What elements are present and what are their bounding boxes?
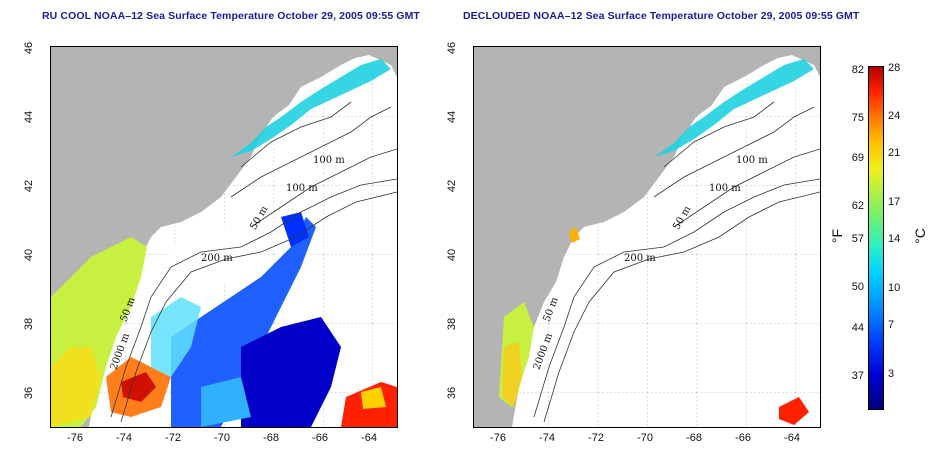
left-lon-tick-70: -70: [214, 432, 230, 444]
right-contour-label-1: 100 m: [736, 155, 768, 166]
right-lon-tick-70: -70: [637, 432, 653, 444]
left-lat-tick-36: 36: [23, 386, 35, 400]
right-contour-label-4: 200 m: [624, 253, 656, 264]
right-lon-tick-64: -64: [784, 432, 800, 444]
right-lat-tick-40: 40: [446, 248, 458, 262]
c-tick-3: 3: [888, 368, 895, 380]
right-lon-tick-74: -74: [539, 432, 555, 444]
f-tick-44: 44: [851, 322, 864, 334]
left-land-mass: [51, 47, 361, 427]
left-lon-tick-72: -72: [165, 432, 181, 444]
f-tick-62: 62: [851, 200, 864, 212]
left-lon-tick-66: -66: [312, 432, 328, 444]
right-nova-scotia: [704, 47, 820, 97]
right-lat-tick-46: 46: [446, 41, 458, 55]
left-lat-tick-38: 38: [23, 317, 35, 331]
c-tick-28: 28: [888, 62, 901, 74]
left-lat-tick-46: 46: [23, 41, 35, 55]
left-sst-map: 100 m 100 m 50 m 200 m 50 m 2000 m: [50, 46, 398, 428]
left-lon-tick-74: -74: [116, 432, 132, 444]
left-map-title: RU COOL NOAA–12 Sea Surface Temperature …: [42, 10, 420, 22]
right-sst-overlay: [499, 59, 814, 425]
left-sst-overlay: [51, 59, 397, 427]
left-lon-tick-76: -76: [67, 432, 83, 444]
right-lon-tick-72: -72: [588, 432, 604, 444]
left-bathymetry-contours: [110, 101, 397, 423]
temperature-colorbar: [868, 66, 884, 410]
c-tick-14: 14: [888, 233, 901, 245]
left-nova-scotia: [281, 47, 397, 97]
left-map-canvas: 100 m 100 m 50 m 200 m 50 m 2000 m: [51, 47, 397, 427]
c-tick-21: 21: [888, 147, 901, 159]
f-tick-75: 75: [851, 112, 864, 124]
left-contour-label-1: 100 m: [313, 155, 345, 166]
left-lat-tick-44: 44: [23, 110, 35, 124]
left-contour-label-4: 200 m: [201, 253, 233, 264]
left-contour-label-2: 100 m: [286, 183, 318, 194]
right-bathymetry-contours: [533, 101, 820, 423]
left-lon-tick-64: -64: [361, 432, 377, 444]
left-lat-tick-40: 40: [23, 248, 35, 262]
right-land-mass: [474, 47, 784, 427]
right-sst-map: 100 m 100 m 50 m 200 m 50 m 2000 m: [473, 46, 821, 428]
celsius-unit-label: °C: [911, 228, 928, 244]
c-tick-10: 10: [888, 282, 901, 294]
left-lat-tick-42: 42: [23, 179, 35, 193]
f-tick-82: 82: [851, 64, 864, 76]
right-lat-tick-42: 42: [446, 179, 458, 193]
right-lat-tick-38: 38: [446, 317, 458, 331]
left-lon-tick-68: -68: [263, 432, 279, 444]
right-map-title: DECLOUDED NOAA–12 Sea Surface Temperatur…: [463, 10, 860, 22]
f-tick-37: 37: [851, 370, 864, 382]
right-lat-tick-44: 44: [446, 110, 458, 124]
c-tick-17: 17: [888, 196, 901, 208]
right-lon-tick-68: -68: [686, 432, 702, 444]
right-lon-tick-66: -66: [735, 432, 751, 444]
c-tick-7: 7: [888, 319, 895, 331]
right-contour-label-2: 100 m: [709, 183, 741, 194]
right-lat-tick-36: 36: [446, 386, 458, 400]
right-map-canvas: 100 m 100 m 50 m 200 m 50 m 2000 m: [474, 47, 820, 427]
c-tick-24: 24: [888, 110, 901, 122]
f-tick-69: 69: [851, 152, 864, 164]
right-lon-tick-76: -76: [490, 432, 506, 444]
f-tick-57: 57: [851, 233, 864, 245]
f-tick-50: 50: [851, 281, 864, 293]
